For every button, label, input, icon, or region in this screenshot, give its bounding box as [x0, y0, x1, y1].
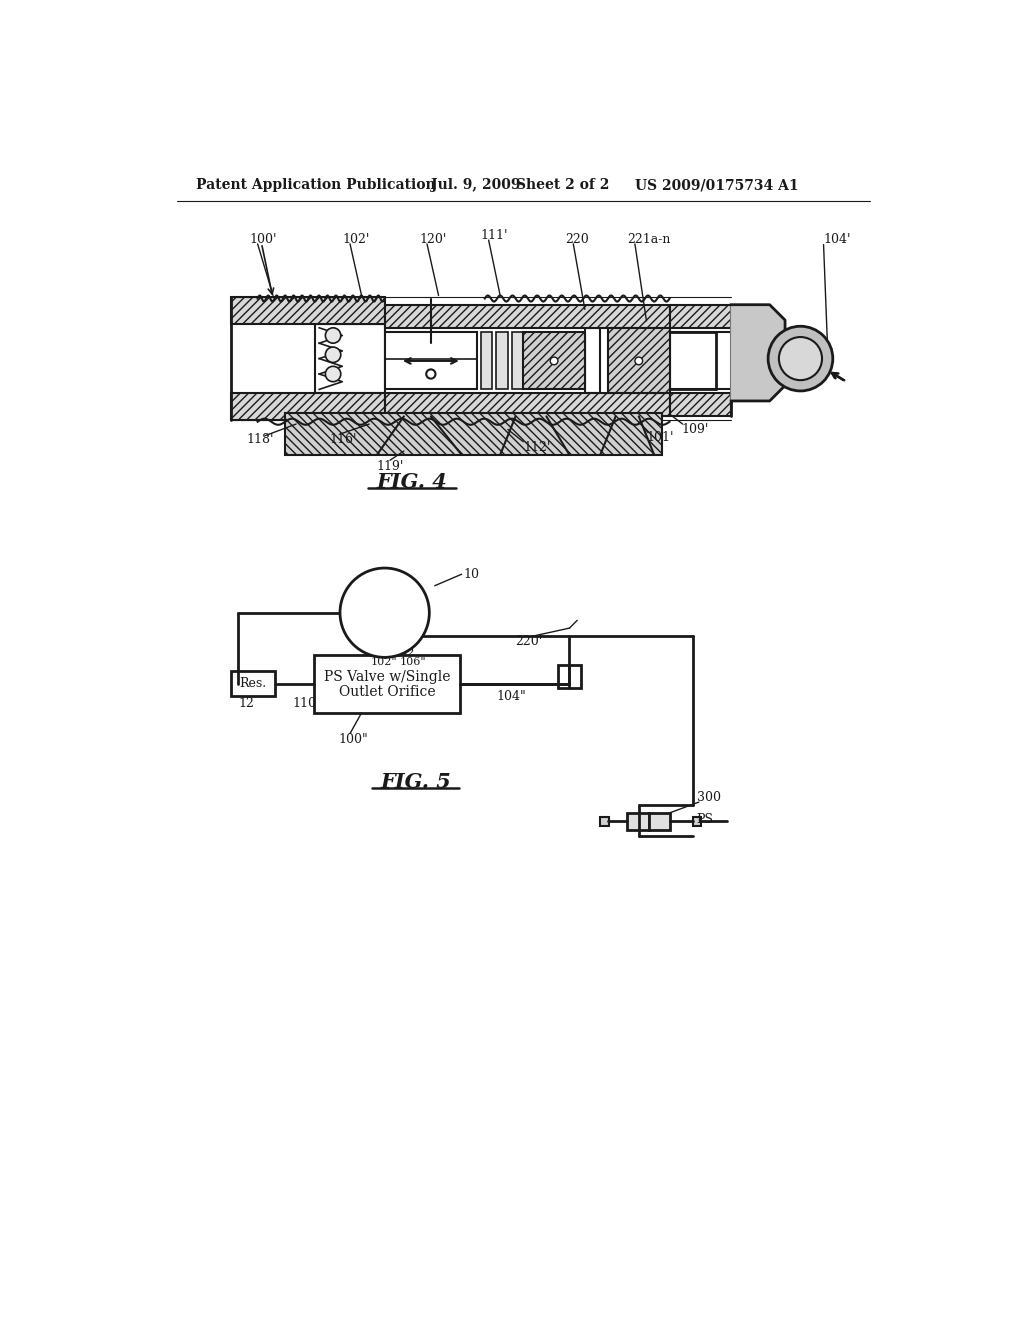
Bar	[608, 327, 670, 393]
Text: 119': 119'	[377, 459, 403, 473]
Text: 12: 12	[239, 697, 254, 710]
Bar	[523, 331, 585, 389]
Text: 104': 104'	[823, 232, 851, 246]
Bar	[670, 393, 731, 416]
Circle shape	[779, 337, 822, 380]
Bar	[230, 393, 385, 420]
Bar	[558, 665, 581, 688]
Bar	[512, 331, 523, 389]
Text: 101': 101'	[646, 430, 674, 444]
Circle shape	[550, 358, 558, 364]
Text: 102: 102	[394, 648, 416, 657]
Text: 300: 300	[696, 791, 721, 804]
Bar	[670, 305, 731, 327]
Text: Jul. 9, 2009: Jul. 9, 2009	[431, 178, 520, 193]
Circle shape	[326, 366, 341, 381]
Text: 116': 116'	[330, 433, 356, 446]
Text: 220': 220'	[515, 635, 543, 648]
Circle shape	[635, 358, 643, 364]
Bar	[585, 327, 600, 393]
Bar	[600, 817, 608, 826]
Circle shape	[326, 327, 341, 343]
Text: 100': 100'	[250, 232, 278, 246]
Circle shape	[326, 347, 341, 363]
Text: 111': 111'	[481, 228, 508, 242]
Text: FIG. 4: FIG. 4	[376, 471, 447, 492]
Bar	[628, 813, 649, 830]
Text: PS: PS	[696, 813, 714, 825]
Text: PS Valve w/Single: PS Valve w/Single	[324, 669, 451, 684]
Bar	[230, 297, 385, 323]
Circle shape	[426, 370, 435, 379]
Bar	[385, 393, 670, 416]
Bar	[385, 331, 477, 389]
Text: 102': 102'	[342, 232, 370, 246]
Text: Sheet 2 of 2: Sheet 2 of 2	[515, 178, 609, 193]
Text: 110: 110	[292, 697, 316, 710]
Text: 10: 10	[463, 568, 479, 581]
Text: 112': 112'	[523, 441, 551, 454]
Bar	[670, 331, 731, 389]
Bar	[497, 331, 508, 389]
Bar	[230, 672, 275, 696]
Text: Outlet Orifice: Outlet Orifice	[339, 685, 435, 700]
Bar	[649, 813, 671, 830]
Bar	[692, 817, 701, 826]
Text: 106": 106"	[400, 657, 427, 667]
Bar	[481, 331, 493, 389]
Text: 100": 100"	[339, 733, 369, 746]
Text: US 2009/0175734 A1: US 2009/0175734 A1	[635, 178, 799, 193]
Circle shape	[340, 568, 429, 657]
Text: FIG. 5: FIG. 5	[380, 772, 451, 792]
Text: 109': 109'	[681, 422, 709, 436]
Text: 102": 102"	[371, 657, 397, 667]
Bar	[313, 655, 460, 713]
Text: Pump: Pump	[358, 603, 411, 622]
Text: 104": 104"	[497, 690, 526, 704]
Circle shape	[768, 326, 833, 391]
Bar	[385, 305, 670, 327]
Text: 220: 220	[565, 232, 590, 246]
Bar	[285, 413, 662, 455]
Text: 120': 120'	[419, 232, 446, 246]
Text: Patent Application Publication: Patent Application Publication	[196, 178, 435, 193]
Polygon shape	[731, 305, 785, 401]
Bar	[315, 323, 385, 393]
Text: Res.: Res.	[240, 677, 266, 690]
Text: 118': 118'	[246, 433, 273, 446]
Text: 221a-n: 221a-n	[628, 232, 671, 246]
